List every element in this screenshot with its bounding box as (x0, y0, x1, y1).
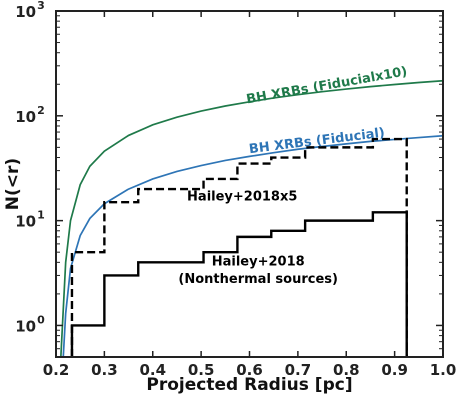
annotation-label: Hailey+2018x5 (187, 190, 297, 205)
series-line-1 (59, 79, 443, 357)
x-tick-label: 0.9 (381, 361, 408, 379)
y-tick-exponent: 1 (37, 209, 45, 222)
y-tick-exponent: 2 (37, 104, 45, 117)
x-tick-label: 0.6 (236, 361, 263, 379)
x-tick-label: 0.2 (43, 361, 70, 379)
x-tick-label: 0.7 (285, 361, 312, 379)
x-tick-label: 0.5 (188, 361, 215, 379)
annotation-label: (Nonthermal sources) (178, 272, 338, 287)
y-tick-label: 102 (15, 104, 45, 126)
x-tick-label: 0.4 (139, 361, 166, 379)
x-tick-label: 0.8 (333, 361, 360, 379)
annotation-label: Hailey+2018 (212, 254, 305, 269)
y-tick-label: 101 (15, 209, 45, 231)
x-tick-label: 1.0 (430, 361, 457, 379)
y-tick-exponent: 3 (37, 0, 45, 12)
series-line-4 (70, 211, 408, 357)
annotation-label: BH XRBs (Fiducial) (248, 126, 386, 158)
y-tick-label: 100 (15, 313, 45, 335)
x-axis-ticks: 0.2 0.3 0.4 0.5 0.6 0.7 0.8 0.9 1.0 (43, 11, 457, 379)
y-tick-label: 103 (15, 0, 45, 21)
series-line-2 (62, 134, 443, 357)
plot-area-frame (55, 10, 444, 358)
y-axis-label: N(<r) (3, 158, 23, 210)
x-tick-label: 0.3 (91, 361, 118, 379)
y-tick-exponent: 0 (37, 313, 45, 326)
x-axis-label: Projected Radius [pc] (146, 375, 352, 395)
series-line-3 (70, 137, 408, 357)
annotation-layer: BH XRBs (Fiducialx10)BH XRBs (Fiducial)H… (178, 64, 408, 286)
series-layer (59, 79, 443, 357)
